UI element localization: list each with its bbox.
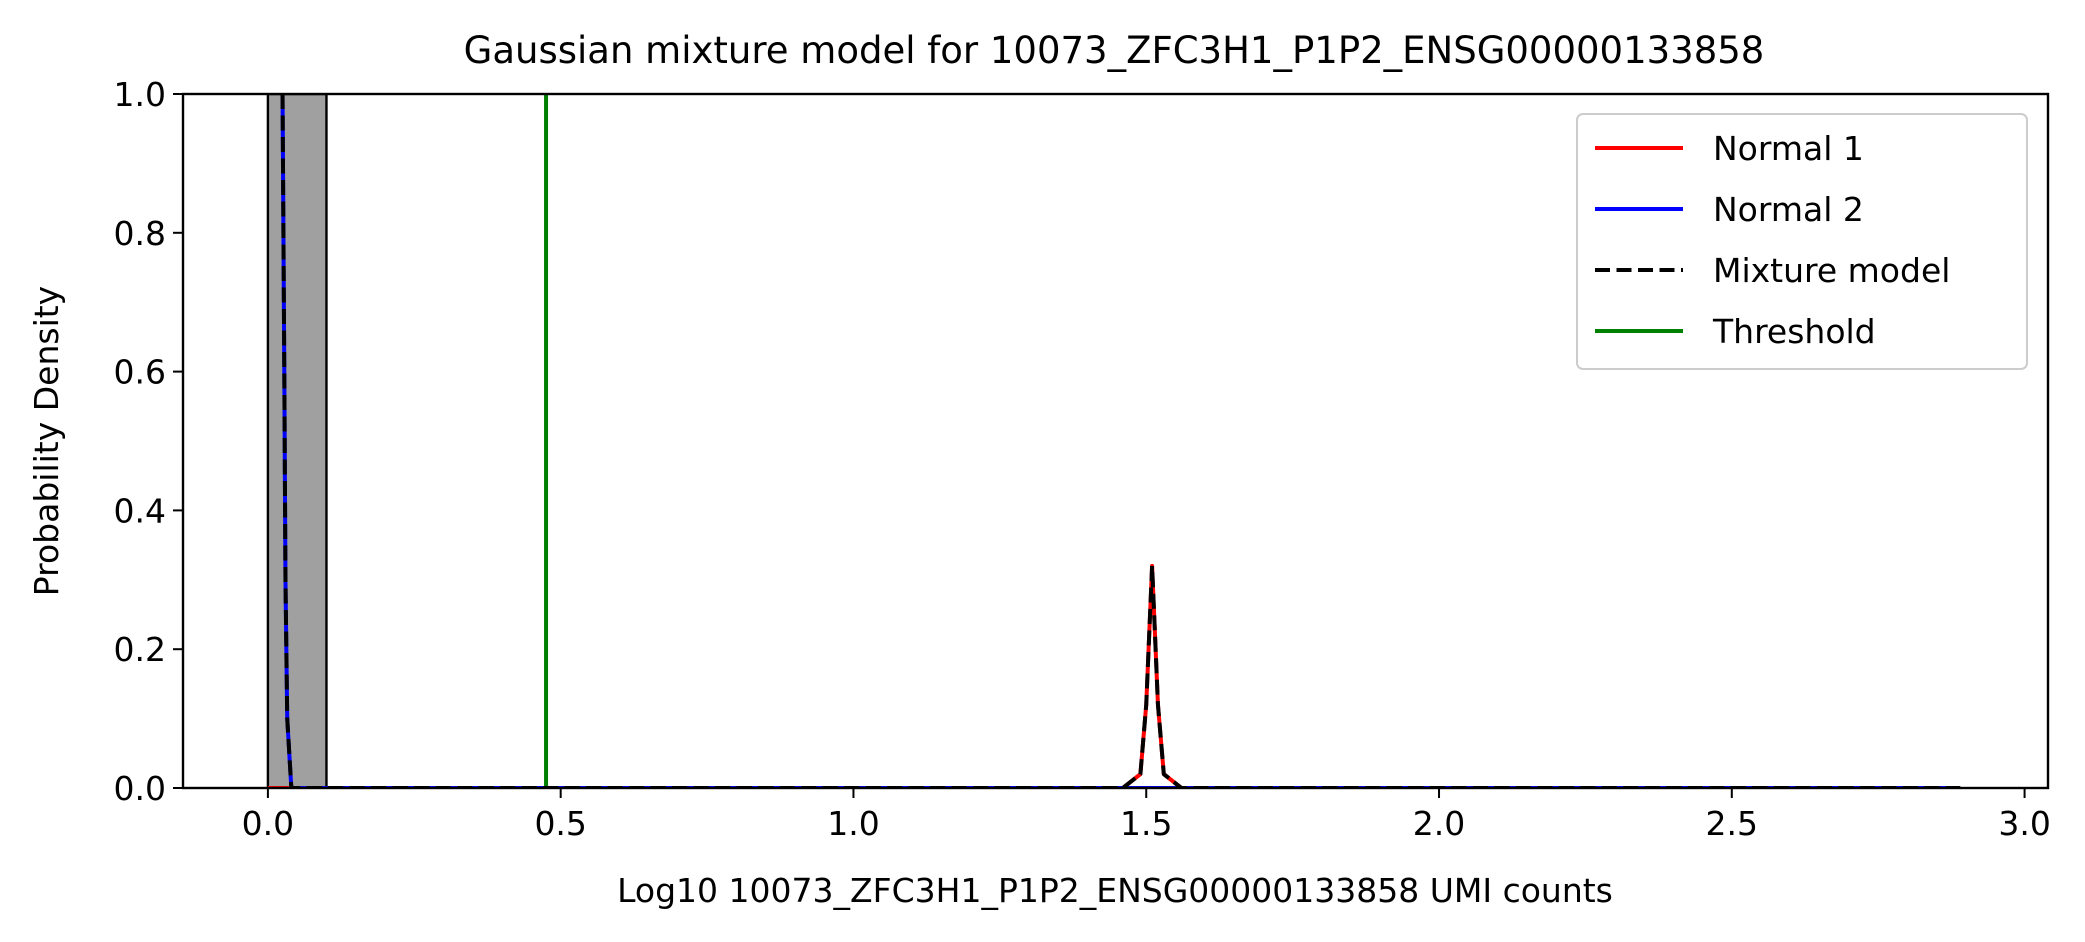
x-tick-label: 3.0 xyxy=(1998,804,2050,843)
y-tick-label: 1.0 xyxy=(114,75,166,114)
x-tick-label: 1.0 xyxy=(827,804,879,843)
x-axis: 0.0 0.5 1.0 1.5 2.0 2.5 3.0 xyxy=(242,788,2051,843)
x-tick-label: 1.5 xyxy=(1120,804,1172,843)
x-tick-label: 2.0 xyxy=(1413,804,1465,843)
y-tick-label: 0.4 xyxy=(114,491,166,530)
y-axis-label: Probability Density xyxy=(27,286,66,596)
series-line-mixture-model xyxy=(280,94,1961,788)
series-line-normal-2 xyxy=(280,94,1961,788)
x-tick-label: 2.5 xyxy=(1706,804,1758,843)
legend-label: Normal 2 xyxy=(1713,190,1864,229)
plot-frame xyxy=(181,92,2050,790)
x-tick-label: 0.5 xyxy=(534,804,586,843)
y-tick-label: 0.6 xyxy=(114,353,166,392)
legend-frame xyxy=(1576,113,2028,370)
x-tick-label: 0.0 xyxy=(242,804,294,843)
legend-label: Mixture model xyxy=(1713,251,1950,290)
chart-title: Gaussian mixture model for 10073_ZFC3H1_… xyxy=(464,29,1765,72)
series-line-normal-1 xyxy=(267,563,1961,788)
y-tick-label: 0.0 xyxy=(114,769,166,808)
histogram-bar xyxy=(266,94,328,788)
legend-label: Normal 1 xyxy=(1713,129,1864,168)
legend: Normal 1 Normal 2 Mixture model Threshold xyxy=(1576,113,2028,370)
x-axis-label: Log10 10073_ZFC3H1_P1P2_ENSG00000133858 … xyxy=(617,871,1613,910)
y-axis: 0.0 0.2 0.4 0.6 0.8 1.0 xyxy=(114,75,183,808)
y-tick-label: 0.8 xyxy=(114,214,166,253)
plot-area xyxy=(266,94,1961,788)
legend-label: Threshold xyxy=(1712,312,1876,351)
y-tick-label: 0.2 xyxy=(114,630,166,669)
